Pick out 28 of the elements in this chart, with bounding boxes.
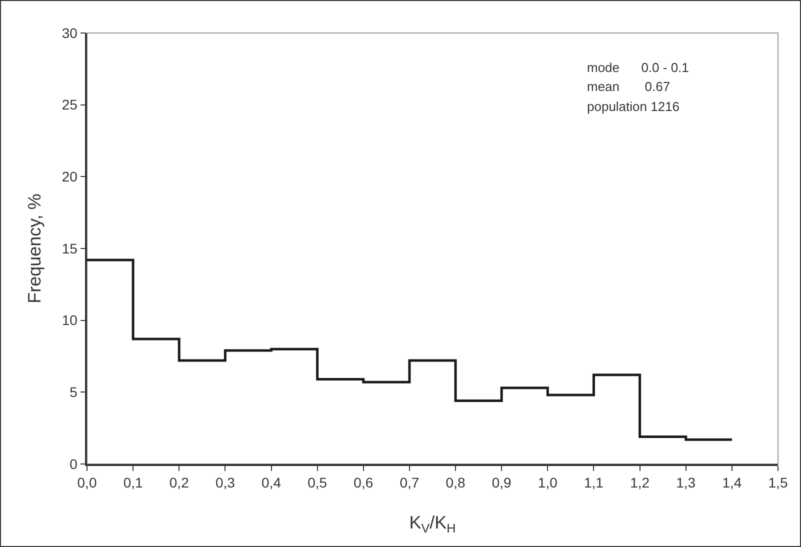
x-axis-title: K$_{V}$/K$_{H}$: [409, 512, 456, 536]
x-tick-label: 1,0: [538, 474, 558, 491]
x-tick-label: 0,8: [446, 474, 466, 491]
y-axis-title: Frequency, %: [24, 194, 44, 304]
y-tick-label: 25: [62, 96, 78, 113]
y-tick-label: 10: [62, 312, 78, 328]
x-tick-label: 0,5: [308, 474, 328, 491]
x-tick-label: 1,3: [676, 474, 696, 491]
x-tick-label: 1,4: [722, 474, 742, 491]
x-tick-label: 0,9: [492, 474, 512, 491]
y-tick-label: 0: [70, 456, 78, 472]
y-tick-label: 30: [62, 24, 78, 41]
y-tick-label: 5: [70, 384, 78, 400]
x-tick-label: 0,0: [77, 474, 97, 491]
x-tick-label: 0,1: [123, 474, 144, 491]
x-tick-label: 0,3: [215, 474, 236, 491]
y-tick-label: 20: [62, 168, 78, 185]
x-tick-label: 0,4: [262, 474, 282, 491]
annotation: population 1216: [587, 99, 680, 114]
x-tick-label: 0,2: [169, 474, 190, 491]
x-tick-label: 1,2: [630, 474, 650, 491]
annotation: mode 0.0 - 0.1: [587, 60, 689, 75]
x-tick-label: 0,6: [354, 474, 374, 491]
y-tick-label: 15: [62, 240, 78, 256]
x-tick-label: 1,5: [768, 474, 788, 491]
x-tick-label: 1,1: [584, 474, 604, 491]
annotation: mean 0.67: [587, 79, 670, 94]
x-tick-label: 0,7: [400, 474, 420, 491]
